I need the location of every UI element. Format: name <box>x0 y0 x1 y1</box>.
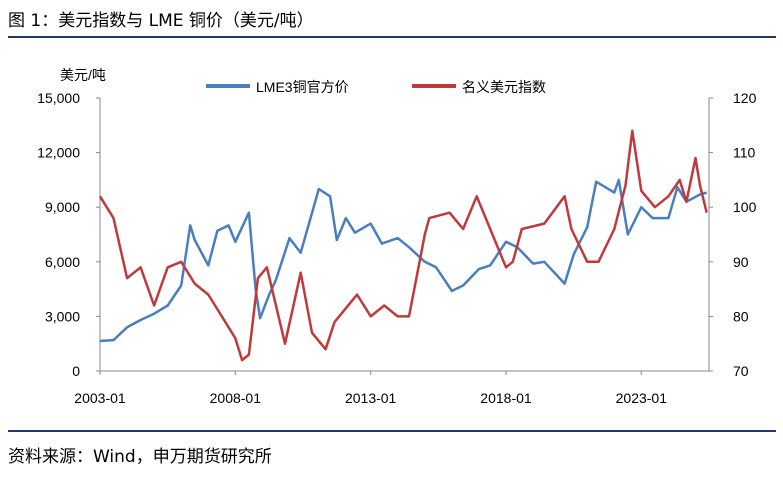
y-left-tick-label: 0 <box>72 363 80 379</box>
y-right-tick-label: 110 <box>733 145 756 161</box>
y-left-axis-label: 美元/吨 <box>60 67 106 83</box>
x-tick-label: 2018-01 <box>480 390 532 406</box>
legend: LME3铜官方价 名义美元指数 <box>206 79 546 95</box>
dollar-index-line <box>98 129 708 362</box>
x-tick-label: 2003-01 <box>74 390 126 406</box>
y-right-tick-label: 100 <box>733 199 757 215</box>
legend-dollar-label: 名义美元指数 <box>462 79 546 95</box>
x-tick-label: 2023-01 <box>616 390 668 406</box>
copper-price-line <box>99 178 708 343</box>
y-left-tick-label: 9,000 <box>45 199 80 215</box>
y-right-tick-label: 80 <box>733 308 749 324</box>
y-right-tick-label: 120 <box>733 90 757 106</box>
y-right-tick-label: 70 <box>733 363 749 379</box>
bottom-divider <box>8 430 776 432</box>
x-tick-label: 2008-01 <box>210 390 262 406</box>
y-right-tick-label: 90 <box>733 254 749 270</box>
y-left-tick-label: 15,000 <box>37 90 80 106</box>
top-divider <box>8 36 776 38</box>
source-note: 资料来源：Wind，申万期货研究所 <box>8 447 272 467</box>
figure-title: 图 1：美元指数与 LME 铜价（美元/吨） <box>8 11 314 31</box>
x-tick-label: 2013-01 <box>345 390 397 406</box>
y-left-tick-label: 12,000 <box>37 145 80 161</box>
y-left-tick-label: 3,000 <box>45 308 80 324</box>
legend-copper-label: LME3铜官方价 <box>256 79 349 95</box>
y-left-tick-label: 6,000 <box>45 254 80 270</box>
